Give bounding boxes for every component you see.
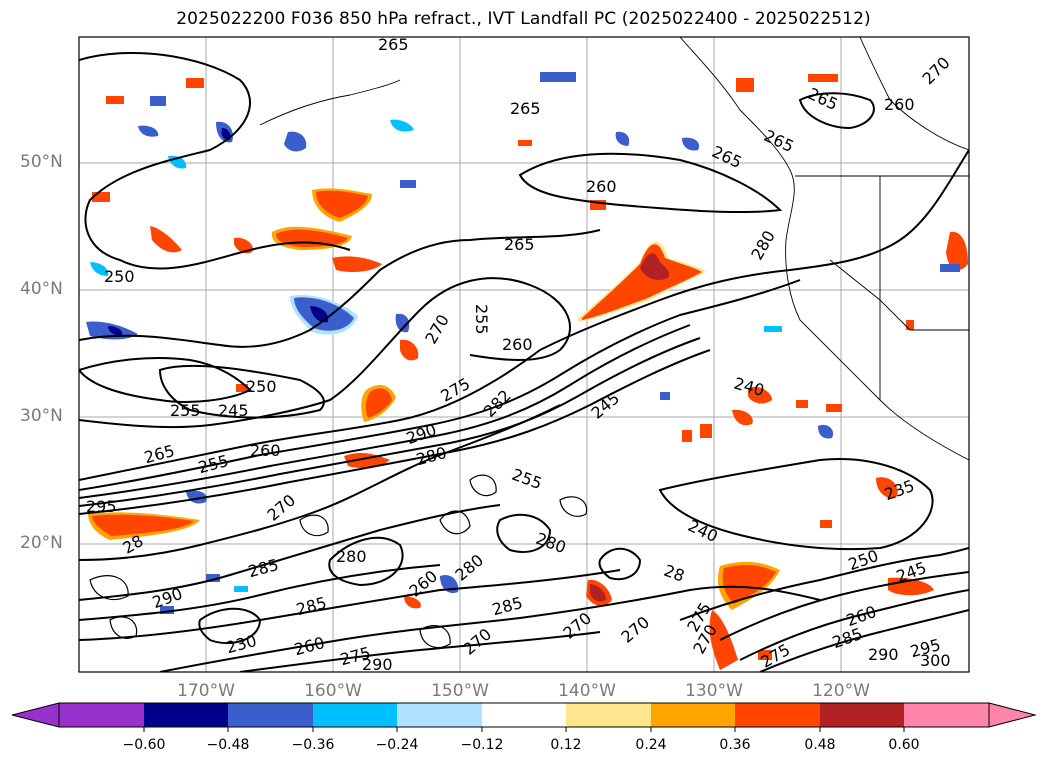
coastlines [259,37,969,461]
map-frame [78,36,970,673]
contour-label: 295 [86,497,117,516]
colorbar-extend-low [11,702,60,728]
colorbar-swatch [59,703,144,727]
lat-label: 30°N [20,406,63,426]
lon-label: 140°W [558,681,616,701]
contour-label: 290 [362,655,393,674]
lon-label: 150°W [431,681,489,701]
contour-label: 260 [250,441,281,460]
contour-label: 245 [218,401,249,420]
colorbar-swatch [144,703,228,727]
colorbar [11,702,1037,732]
lon-label: 160°W [304,681,362,701]
colorbar-tick-label: 0.12 [550,737,582,753]
contour-label: 260 [586,177,617,196]
colorbar-tick-label: −0.60 [122,737,166,753]
colorbar-tick-label: 0.60 [888,737,920,753]
colorbar-swatch [228,703,313,727]
contour-label: 255 [170,401,201,420]
lon-label: 170°W [177,681,235,701]
colorbar-tick-label: 0.48 [804,737,836,753]
contour-label: 255 [472,304,491,335]
lat-label: 50°N [20,152,63,172]
lon-label: 130°W [685,681,743,701]
lon-label: 120°W [812,681,870,701]
refractivity-contours [79,52,969,672]
colorbar-extend-high [988,702,1037,728]
colorbar-tick-label: −0.36 [291,737,335,753]
contour-label: 300 [920,651,951,670]
colorbar-tick-label: 0.24 [635,737,667,753]
colorbar-tick-label: −0.12 [460,737,504,753]
colorbar-swatch [820,703,904,727]
contour-label: 290 [868,645,899,664]
lat-label: 40°N [20,279,63,299]
colorbar-swatch [651,703,735,727]
colorbar-tick-label: −0.48 [206,737,250,753]
contour-label: 265 [510,99,541,118]
contour-label: 265 [378,35,409,54]
colorbar-swatch [566,703,651,727]
colorbar-swatch [904,703,989,727]
contour-label: 250 [104,267,135,286]
contour-label: 260 [884,95,915,114]
contour-label: 250 [246,377,277,396]
minor-contours [89,474,588,649]
colorbar-tick-label: 0.36 [719,737,751,753]
map-title: 2025022200 F036 850 hPa refract., IVT La… [176,9,871,29]
lat-label: 20°N [20,533,63,553]
graticule [79,37,969,672]
contour-label: 280 [336,547,367,566]
contour-label: 260 [502,335,533,354]
colorbar-swatch [313,703,397,727]
contour-label: 265 [504,235,535,254]
colorbar-tick-label: −0.24 [375,737,419,753]
colorbar-swatch [482,703,566,727]
colorbar-swatch [397,703,482,727]
colorbar-swatch [735,703,820,727]
